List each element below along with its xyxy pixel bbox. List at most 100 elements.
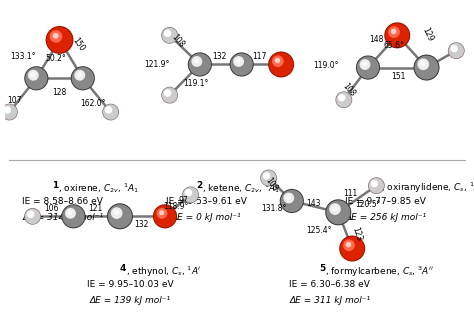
Ellipse shape (68, 210, 73, 215)
Ellipse shape (189, 53, 211, 76)
Ellipse shape (336, 91, 352, 108)
Text: 150: 150 (70, 36, 86, 53)
Ellipse shape (5, 108, 9, 111)
Text: 151: 151 (392, 72, 406, 81)
Text: 143: 143 (306, 199, 320, 208)
Ellipse shape (261, 170, 276, 186)
Ellipse shape (452, 46, 456, 50)
Text: IE = 9.95–10.03 eV: IE = 9.95–10.03 eV (87, 280, 173, 290)
Ellipse shape (268, 51, 294, 78)
Text: , oxiranylidene, $C_{s}$, $^1A'$: , oxiranylidene, $C_{s}$, $^1A'$ (381, 181, 474, 195)
Ellipse shape (286, 195, 291, 200)
Ellipse shape (372, 181, 376, 185)
Ellipse shape (230, 53, 253, 76)
Ellipse shape (159, 210, 164, 215)
Text: 129: 129 (420, 26, 435, 43)
Ellipse shape (368, 177, 385, 194)
Text: 50.2°: 50.2° (46, 54, 66, 63)
Ellipse shape (384, 22, 410, 48)
Ellipse shape (340, 95, 343, 99)
Text: ΔE = 256 kJ mol⁻¹: ΔE = 256 kJ mol⁻¹ (345, 213, 426, 222)
Ellipse shape (413, 54, 439, 80)
Ellipse shape (281, 190, 303, 212)
Ellipse shape (448, 43, 464, 59)
Ellipse shape (194, 58, 199, 64)
Text: IE = 6.30–6.38 eV: IE = 6.30–6.38 eV (290, 280, 370, 290)
Text: 108: 108 (170, 32, 186, 49)
Ellipse shape (362, 61, 367, 66)
Text: 106: 106 (44, 204, 58, 213)
Text: 5: 5 (319, 264, 325, 274)
Ellipse shape (165, 91, 169, 95)
Ellipse shape (3, 106, 11, 114)
Ellipse shape (153, 204, 177, 228)
Ellipse shape (269, 53, 293, 76)
Ellipse shape (107, 203, 133, 229)
Text: , oxirene, $C_{2v}$, $^1A_1$: , oxirene, $C_{2v}$, $^1A_1$ (58, 181, 139, 195)
Ellipse shape (191, 56, 202, 67)
Ellipse shape (264, 174, 268, 177)
Ellipse shape (357, 56, 379, 79)
Ellipse shape (188, 52, 212, 77)
Ellipse shape (263, 172, 270, 180)
Text: ΔE = 139 kJ mol⁻¹: ΔE = 139 kJ mol⁻¹ (90, 296, 171, 305)
Text: 121.9°: 121.9° (144, 60, 170, 69)
Ellipse shape (414, 55, 438, 80)
Ellipse shape (418, 59, 429, 70)
Text: 108: 108 (340, 82, 356, 99)
Ellipse shape (182, 187, 199, 203)
Text: 123: 123 (350, 226, 364, 242)
Ellipse shape (343, 239, 355, 251)
Ellipse shape (114, 210, 119, 215)
Ellipse shape (107, 108, 110, 111)
Ellipse shape (236, 58, 241, 64)
Ellipse shape (385, 23, 409, 47)
Ellipse shape (46, 27, 73, 53)
Ellipse shape (332, 206, 337, 211)
Text: , ethynol, $C_{s}$, $^1A'$: , ethynol, $C_{s}$, $^1A'$ (126, 264, 201, 279)
Ellipse shape (50, 30, 63, 43)
Text: 119.0°: 119.0° (314, 61, 339, 69)
Ellipse shape (161, 27, 178, 44)
Ellipse shape (102, 104, 119, 121)
Ellipse shape (162, 87, 177, 103)
Text: 133.1°: 133.1° (10, 52, 36, 61)
Ellipse shape (388, 26, 400, 38)
Text: 125.4°: 125.4° (306, 226, 331, 235)
Text: 1: 1 (52, 181, 58, 190)
Ellipse shape (356, 55, 380, 80)
Ellipse shape (185, 189, 192, 197)
Ellipse shape (448, 42, 465, 59)
Ellipse shape (164, 29, 171, 37)
Text: 162.0°: 162.0° (80, 99, 106, 108)
Ellipse shape (27, 210, 34, 218)
Text: 120.5°: 120.5° (356, 200, 381, 208)
Ellipse shape (65, 208, 76, 219)
Ellipse shape (183, 187, 198, 203)
Text: 4: 4 (119, 264, 126, 274)
Text: IE = 8.58–8.66 eV: IE = 8.58–8.66 eV (22, 197, 103, 206)
Ellipse shape (338, 94, 346, 101)
Ellipse shape (30, 72, 36, 77)
Ellipse shape (154, 205, 176, 228)
Ellipse shape (283, 192, 294, 203)
Text: 65.6°: 65.6° (383, 41, 404, 50)
Text: 132: 132 (134, 220, 148, 229)
Ellipse shape (336, 92, 352, 107)
Ellipse shape (53, 33, 59, 39)
Ellipse shape (275, 58, 280, 63)
Ellipse shape (233, 56, 244, 67)
Ellipse shape (360, 59, 370, 70)
Ellipse shape (162, 28, 177, 43)
Text: ΔE = 0 kJ mol⁻¹: ΔE = 0 kJ mol⁻¹ (172, 213, 242, 222)
Ellipse shape (369, 178, 384, 193)
Text: 2: 2 (196, 181, 202, 190)
Ellipse shape (46, 26, 73, 54)
Ellipse shape (272, 55, 284, 67)
Ellipse shape (346, 242, 351, 247)
Ellipse shape (108, 204, 132, 228)
Ellipse shape (391, 29, 396, 34)
Ellipse shape (74, 70, 85, 81)
Text: 121: 121 (88, 204, 102, 213)
Ellipse shape (161, 87, 178, 104)
